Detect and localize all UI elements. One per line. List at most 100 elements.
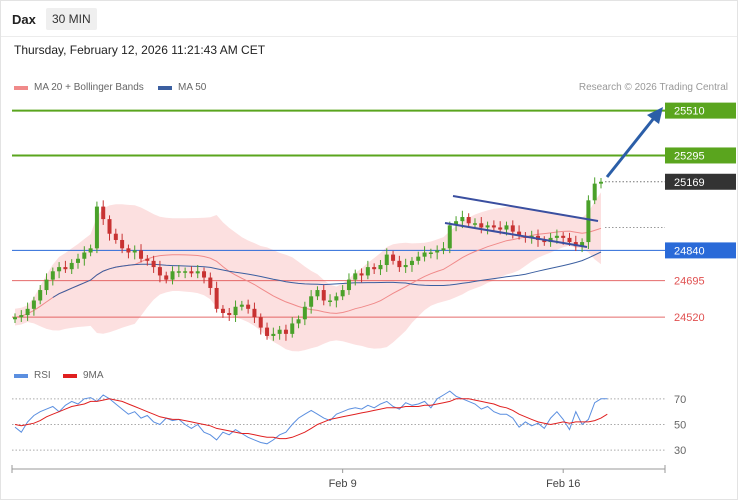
- level-label-24520: 24520: [674, 312, 705, 324]
- level-label-24840: 24840: [674, 245, 705, 257]
- candle-body: [485, 225, 490, 228]
- candle-body: [592, 183, 597, 201]
- candle-body: [82, 252, 87, 259]
- candle-body: [208, 277, 213, 288]
- rsi-tick-30: 30: [674, 445, 686, 457]
- symbol-name: Dax: [12, 12, 36, 27]
- level-label-24695: 24695: [674, 276, 705, 288]
- candle-body: [88, 248, 93, 253]
- candle-body: [580, 242, 585, 247]
- candle-body: [246, 304, 251, 309]
- candle-body: [252, 308, 257, 318]
- candle-body: [277, 329, 282, 334]
- candle-body: [220, 308, 225, 314]
- candle-body: [176, 271, 181, 273]
- rsi-tick-70: 70: [674, 394, 686, 406]
- legend-rsi-label: RSI: [34, 370, 51, 381]
- rsi-swatch: [14, 373, 28, 378]
- rsi-line: [14, 390, 608, 445]
- candle-body: [372, 267, 377, 270]
- candle-body: [422, 252, 427, 257]
- candle-body: [76, 258, 81, 263]
- ma20-swatch: [14, 85, 28, 90]
- candle-body: [504, 225, 509, 230]
- candle-body: [132, 250, 137, 253]
- candle-body: [554, 235, 559, 238]
- candle-body: [479, 223, 484, 228]
- candle-body: [447, 225, 452, 249]
- candle-body: [309, 296, 314, 307]
- level-box-24840: [665, 242, 736, 259]
- chart-datetime: Thursday, February 12, 2026 11:21:43 AM …: [14, 43, 266, 57]
- candle-body: [170, 271, 175, 280]
- candle-body: [13, 317, 17, 320]
- candle-body: [416, 256, 421, 261]
- rsi-tick-50: 50: [674, 420, 686, 432]
- candle-body: [296, 319, 301, 324]
- candle-body: [561, 235, 566, 238]
- candle-body: [340, 290, 345, 297]
- candle-body: [57, 267, 62, 272]
- candle-body: [435, 250, 440, 253]
- candle-body: [466, 217, 471, 224]
- forecast-arrow-line: [605, 117, 656, 178]
- level-label-25295: 25295: [674, 150, 705, 162]
- timeframe-badge[interactable]: 30 MIN: [46, 8, 97, 30]
- candle-body: [157, 267, 162, 276]
- level-box-25169: [665, 173, 736, 190]
- legend-ma20: MA 20 + Bollinger Bands: [14, 82, 144, 93]
- candle-body: [328, 300, 333, 302]
- candle-body: [145, 258, 150, 261]
- header-bar: Dax 30 MIN: [1, 1, 737, 37]
- candle-body: [126, 248, 131, 253]
- channel-lower-line: [444, 222, 588, 248]
- candle-body: [359, 273, 364, 276]
- candle-body: [599, 181, 603, 184]
- candle-body: [498, 227, 503, 230]
- candle-body: [365, 267, 370, 276]
- candle-body: [120, 239, 125, 249]
- legend-rsi-ma: 9MA: [63, 370, 104, 381]
- candle-body: [239, 304, 244, 307]
- level-label-25510: 25510: [674, 106, 705, 118]
- legend-rsi-ma-label: 9MA: [83, 370, 104, 381]
- candle-body: [302, 306, 307, 320]
- legend-rsi: RSI: [14, 370, 51, 381]
- bollinger-band: [15, 192, 601, 352]
- candle-body: [139, 250, 144, 259]
- candle-body: [19, 315, 24, 318]
- candle-body: [189, 271, 194, 274]
- candle-body: [50, 271, 55, 280]
- candle-body: [586, 200, 591, 243]
- candle-body: [517, 231, 522, 236]
- candle-body: [384, 254, 389, 266]
- candle-body: [460, 217, 465, 222]
- candle-body: [94, 206, 99, 249]
- candle-body: [214, 287, 219, 309]
- legend-ma20-label: MA 20 + Bollinger Bands: [34, 82, 144, 93]
- candle-body: [472, 223, 477, 225]
- level-box-25510: [665, 102, 736, 119]
- candle-body: [315, 290, 320, 297]
- candle-body: [164, 275, 169, 280]
- candle-body: [567, 237, 572, 243]
- x-tick-label: Feb 9: [329, 478, 357, 490]
- rsi-ma-line: [14, 398, 608, 440]
- candle-body: [428, 252, 433, 254]
- candle-body: [44, 279, 49, 291]
- candle-body: [441, 248, 446, 251]
- candle-body: [265, 327, 270, 336]
- candle-body: [409, 260, 414, 266]
- candle-body: [195, 271, 200, 274]
- candle-body: [353, 273, 358, 280]
- candle-body: [151, 260, 156, 268]
- candle-body: [283, 329, 288, 334]
- candle-body: [227, 313, 232, 316]
- candle-body: [334, 296, 339, 301]
- credit-text: Research © 2026 Trading Central: [578, 82, 728, 93]
- candle-body: [391, 254, 396, 261]
- candle-body: [183, 271, 188, 273]
- candle-body: [542, 239, 547, 243]
